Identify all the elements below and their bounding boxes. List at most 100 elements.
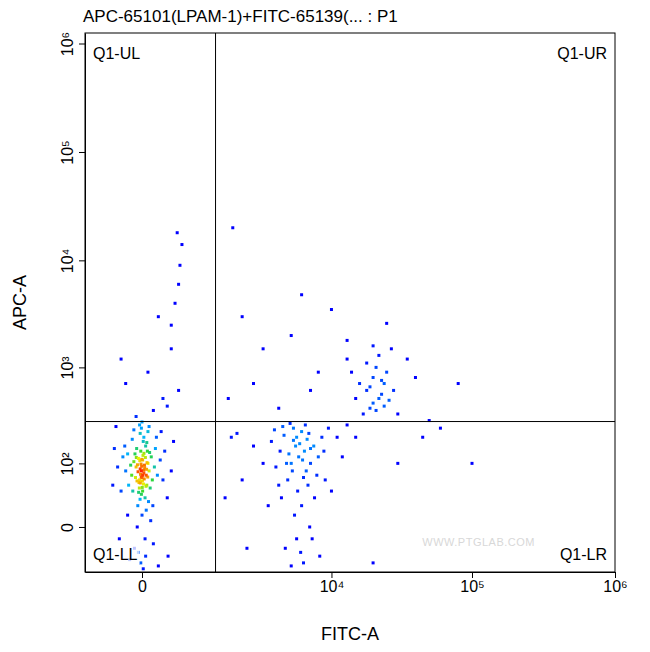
point xyxy=(153,465,156,468)
point xyxy=(262,462,265,465)
point xyxy=(126,514,129,517)
points xyxy=(111,226,473,570)
point xyxy=(146,461,149,464)
x-tick: 10⁵ xyxy=(460,572,484,595)
point xyxy=(262,347,265,350)
y-tick-label: 10⁶ xyxy=(59,32,76,56)
y-axis: 010²10³10⁴10⁵10⁶ xyxy=(59,32,86,573)
point xyxy=(295,436,298,439)
point xyxy=(163,450,166,453)
point xyxy=(137,491,140,494)
y-tick: 10⁶ xyxy=(59,32,85,56)
point xyxy=(177,389,180,392)
point xyxy=(144,456,147,459)
point xyxy=(135,447,138,450)
point xyxy=(130,474,133,477)
point xyxy=(231,226,234,229)
quadrant-label: Q1-UR xyxy=(557,45,607,62)
label-background xyxy=(91,545,140,564)
point xyxy=(295,537,298,540)
x-tick-mark xyxy=(472,572,473,578)
point xyxy=(350,371,353,374)
point xyxy=(132,428,135,431)
y-tick-label: 10³ xyxy=(59,356,76,380)
point xyxy=(148,425,151,428)
point xyxy=(380,393,383,396)
quadrant-label: Q1-LL xyxy=(93,546,138,563)
y-tick-label: 10² xyxy=(59,452,76,476)
point xyxy=(421,436,424,439)
point xyxy=(292,439,295,442)
point xyxy=(297,455,300,458)
point xyxy=(146,430,149,433)
point xyxy=(362,412,365,415)
point xyxy=(305,469,308,472)
point xyxy=(120,490,123,493)
point xyxy=(396,412,399,415)
point xyxy=(368,385,371,388)
point xyxy=(241,478,244,481)
point xyxy=(304,423,307,426)
point xyxy=(317,371,320,374)
point xyxy=(313,496,316,499)
point xyxy=(377,397,380,400)
point xyxy=(317,455,320,458)
point xyxy=(141,490,144,493)
y-tick-mark xyxy=(79,152,85,153)
point xyxy=(277,407,280,410)
x-tick-mark xyxy=(331,572,332,578)
point xyxy=(144,445,147,448)
point xyxy=(280,496,283,499)
point xyxy=(285,462,288,465)
point xyxy=(324,478,327,481)
point xyxy=(372,402,375,405)
point xyxy=(170,324,173,327)
plot-frame xyxy=(85,33,615,572)
point xyxy=(144,496,147,499)
point xyxy=(315,474,318,477)
point xyxy=(346,423,349,426)
point xyxy=(124,382,127,385)
point xyxy=(290,334,293,337)
point xyxy=(140,469,143,472)
point xyxy=(127,484,130,487)
y-tick: 10⁴ xyxy=(59,248,85,273)
point xyxy=(123,445,126,448)
point xyxy=(377,354,380,357)
chart-svg: APC-65101(LPAM-1)+FITC-65139(... : P1Q1-… xyxy=(0,0,650,652)
point xyxy=(157,564,160,567)
x-tick: 10⁴ xyxy=(320,572,345,595)
point xyxy=(141,486,144,489)
point xyxy=(146,462,149,465)
x-tick-mark xyxy=(142,572,143,578)
point xyxy=(289,422,292,425)
point xyxy=(159,459,162,462)
point xyxy=(143,464,146,467)
point xyxy=(141,514,144,517)
point xyxy=(149,487,152,490)
point xyxy=(309,462,312,465)
point xyxy=(152,542,155,545)
point xyxy=(142,483,145,486)
point xyxy=(167,555,170,558)
point xyxy=(298,442,301,445)
point xyxy=(318,555,321,558)
point xyxy=(330,490,333,493)
point xyxy=(471,462,474,465)
point xyxy=(178,264,181,267)
point xyxy=(346,358,349,361)
point xyxy=(375,409,378,412)
point xyxy=(252,382,255,385)
point xyxy=(284,547,287,550)
point xyxy=(290,462,293,465)
y-tick: 10³ xyxy=(59,356,85,380)
y-tick-label: 10⁴ xyxy=(59,248,76,273)
point xyxy=(293,514,296,517)
y-tick-mark xyxy=(79,527,85,528)
point xyxy=(274,465,277,468)
gate-horizontal xyxy=(85,421,615,422)
point xyxy=(279,450,282,453)
point xyxy=(227,397,230,400)
point xyxy=(267,504,270,507)
point xyxy=(150,455,153,458)
